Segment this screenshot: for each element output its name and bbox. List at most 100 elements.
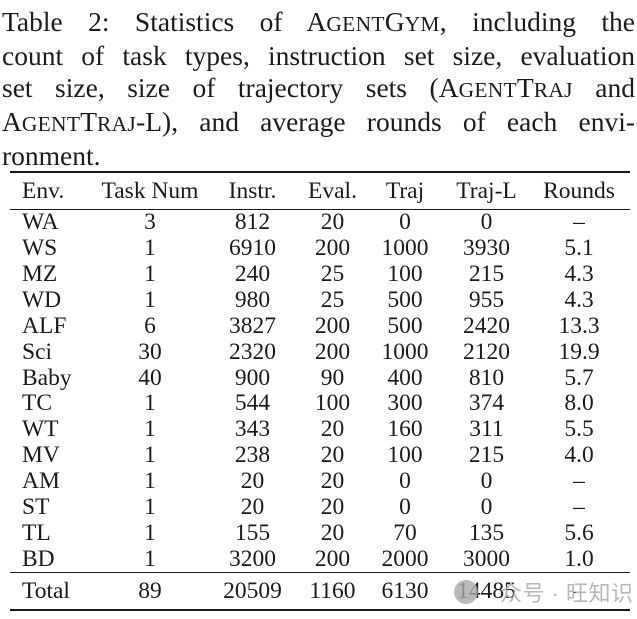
table-cell: 1000	[381, 235, 429, 262]
caption-text-segment: T	[80, 106, 98, 137]
table-cell: 3000	[463, 545, 510, 572]
table-cell: ST	[22, 493, 50, 520]
table-row: MZ 1 240 25 100 215 4.3	[10, 262, 630, 288]
table-cell: 20	[240, 468, 265, 495]
caption-line: set size, size of trajectory sets (AGENT…	[2, 72, 635, 106]
table-cell: 300	[387, 390, 423, 417]
total-cell: 14485	[445, 572, 528, 611]
header-cell: Rounds	[528, 172, 630, 210]
table-cell: 155	[234, 519, 271, 546]
table-cell: 200	[314, 312, 351, 339]
table-cell: 1	[144, 390, 156, 417]
caption-text-segment: T	[516, 72, 534, 103]
caption-text-segment: set size, size of trajectory sets (	[2, 72, 439, 103]
caption-line: ronment.	[2, 140, 635, 172]
table-cell: 25	[320, 260, 345, 287]
header-cell: Eval.	[300, 172, 365, 210]
table-cell: 90	[320, 364, 345, 391]
table-cell: TL	[22, 519, 51, 546]
table-cell: 100	[387, 260, 423, 287]
table-cell: 40	[138, 364, 162, 391]
table-cell: WS	[22, 235, 58, 262]
table-cell: 215	[468, 260, 505, 287]
caption-smallcaps-segment: RAJ	[533, 78, 573, 102]
caption-line: count of task types, instruction set siz…	[2, 40, 635, 72]
total-cell: Total	[10, 572, 95, 611]
table-cell: 3200	[229, 545, 276, 572]
table-cell: Sci	[22, 338, 53, 365]
table-row: WT 1 343 20 160 311 5.5	[10, 417, 630, 443]
table-cell: 900	[234, 364, 271, 391]
table-cell: 70	[393, 519, 417, 546]
table-cell: 135	[468, 519, 505, 546]
table-cell: 980	[234, 286, 271, 313]
table-row: WA 3 812 20 0 0 –	[10, 210, 630, 236]
table-cell: 160	[387, 416, 423, 443]
table-cell: 20	[320, 209, 345, 236]
table-row: ST 1 20 20 0 0 –	[10, 495, 630, 521]
table-cell: WT	[22, 416, 59, 443]
table-cell: 544	[234, 390, 271, 417]
table-cell: 20	[240, 493, 265, 520]
caption-smallcaps-segment: YM	[404, 12, 440, 36]
caption-text-segment: A	[306, 6, 327, 37]
table-cell: 20	[320, 493, 345, 520]
table-cell: 1	[144, 468, 156, 495]
table-cell: MV	[22, 442, 60, 469]
caption-smallcaps-segment: GENT	[21, 112, 81, 136]
table-cell: 4.0	[564, 442, 594, 469]
table-cell: 400	[387, 364, 423, 391]
table-cell: 0	[399, 468, 411, 495]
table-cell: 0	[480, 209, 493, 236]
total-cell: 89	[95, 572, 205, 611]
table-cell: 1	[144, 519, 156, 546]
header-row: Env. Task Num Instr. Eval. Traj Traj-L Rounds	[10, 172, 630, 210]
table-cell: 19.9	[558, 338, 600, 365]
caption-line: AGENTTRAJ-L), and average rounds of each…	[2, 106, 635, 140]
table-row: Baby 40 900 90 400 810 5.7	[10, 365, 630, 391]
table-cell: WA	[22, 209, 59, 236]
table-cell: 30	[138, 338, 162, 365]
table-body: WA 3 812 20 0 0– WS 1 6910 200 1000 3930 5.1 MZ 1 240 25…	[10, 210, 630, 573]
total-cell: 20509	[205, 572, 300, 611]
table-cell: 1	[144, 416, 156, 443]
table-cell: –	[573, 493, 585, 520]
table-cell: 0	[399, 209, 411, 236]
header-cell: Instr.	[205, 172, 300, 210]
caption-text-segment: and	[572, 72, 635, 103]
table-cell: 2000	[381, 545, 429, 572]
table-cell: –	[573, 209, 585, 236]
table-cell: 1	[144, 545, 156, 572]
table-cell: 5.1	[564, 235, 594, 262]
caption-smallcaps-segment: GENT	[458, 78, 517, 102]
header-cell: Env.	[10, 172, 95, 210]
table-cell: 25	[320, 286, 345, 313]
table-cell: 4.3	[564, 286, 594, 313]
table-cell: 5.5	[564, 416, 594, 443]
table-row: MV 1 238 20 100 215 4.0	[10, 443, 630, 469]
table-cell: 812	[234, 209, 271, 236]
table-cell: Baby	[22, 364, 72, 391]
table-cell: TC	[22, 390, 53, 417]
total-cell: 6130	[365, 572, 445, 611]
caption-smallcaps-segment: GENT	[326, 12, 385, 36]
table-cell: –	[573, 468, 585, 495]
table-cell: 200	[314, 545, 351, 572]
caption-line: Table 2: Statistics of AGENTGYM, includi…	[2, 6, 635, 40]
table-cell: 1	[144, 442, 156, 469]
table-cell: 3827	[229, 312, 276, 339]
table-cell: 100	[387, 442, 423, 469]
table-cell: 500	[387, 312, 423, 339]
table-cell: 955	[468, 286, 505, 313]
table-cell: 100	[314, 390, 351, 417]
table-cell: 240	[234, 260, 271, 287]
table-caption: Table 2: Statistics of AGENTGYM, includi…	[2, 6, 635, 172]
table-cell: 8.0	[564, 390, 594, 417]
table-cell: 311	[469, 416, 504, 443]
table-cell: 238	[234, 442, 271, 469]
caption-text-segment: -L), and average rounds of each envi-	[136, 106, 635, 137]
table-cell: 6910	[229, 235, 276, 262]
header-cell: Traj-L	[445, 172, 528, 210]
table-row: Sci 30 2320 200 1000 2120 19.9	[10, 339, 630, 365]
table-cell: 810	[468, 364, 505, 391]
